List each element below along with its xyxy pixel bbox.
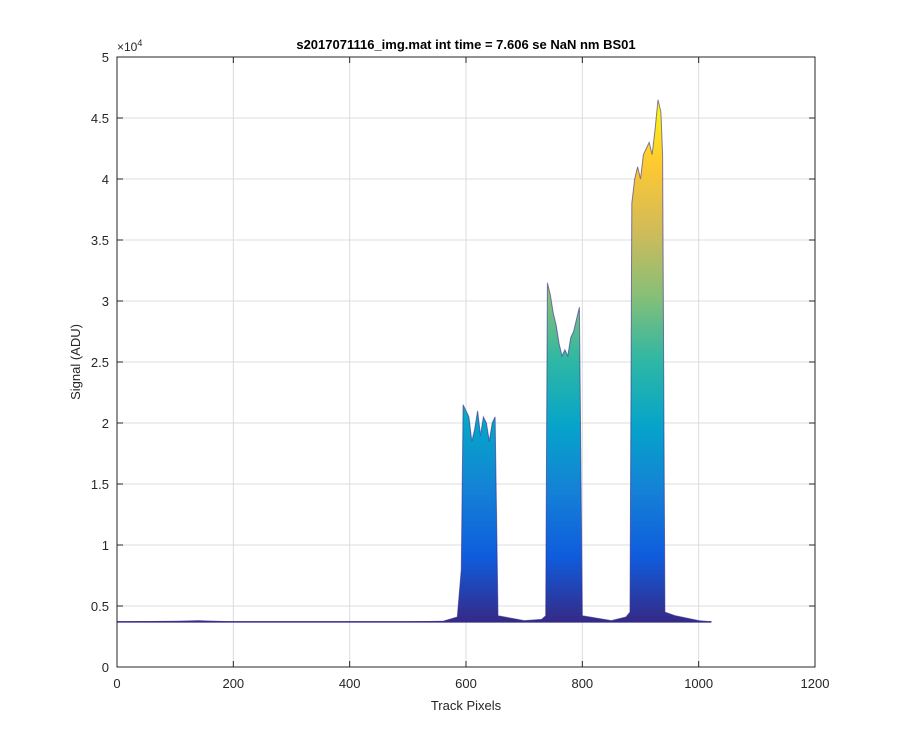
y-tick-label: 2 (102, 416, 109, 431)
y-tick-label: 3.5 (91, 233, 109, 248)
y-tick-label: 5 (102, 50, 109, 65)
exponent-base: ×10 (117, 40, 138, 54)
y-axis-label: Signal (ADU) (68, 324, 83, 400)
y-tick-label: 3 (102, 294, 109, 309)
series-area (117, 99, 712, 622)
y-tick-label: 1.5 (91, 477, 109, 492)
y-tick-label: 0 (102, 660, 109, 675)
x-axis-label: Track Pixels (431, 698, 502, 713)
chart-title: s2017071116_img.mat int time = 7.606 se … (296, 37, 635, 52)
x-tick-label: 400 (339, 676, 361, 691)
x-axis-ticks: 0 200 400 600 800 1000 1200 (113, 57, 829, 691)
y-tick-label: 4 (102, 172, 109, 187)
y-tick-label: 0.5 (91, 599, 109, 614)
x-tick-label: 800 (571, 676, 593, 691)
y-tick-label: 2.5 (91, 355, 109, 370)
plot-area (116, 99, 712, 623)
y-axis-exponent: ×104 (117, 38, 142, 54)
x-tick-label: 1200 (801, 676, 830, 691)
x-tick-label: 0 (113, 676, 120, 691)
x-tick-label: 200 (222, 676, 244, 691)
series-outline (116, 99, 712, 623)
exponent-power: 4 (137, 38, 142, 48)
y-tick-label: 4.5 (91, 111, 109, 126)
x-tick-label: 1000 (684, 676, 713, 691)
y-tick-label: 1 (102, 538, 109, 553)
x-tick-label: 600 (455, 676, 477, 691)
y-axis-ticks: 0 0.5 1 1.5 2 2.5 3 3.5 4 4.5 5 (91, 50, 815, 675)
